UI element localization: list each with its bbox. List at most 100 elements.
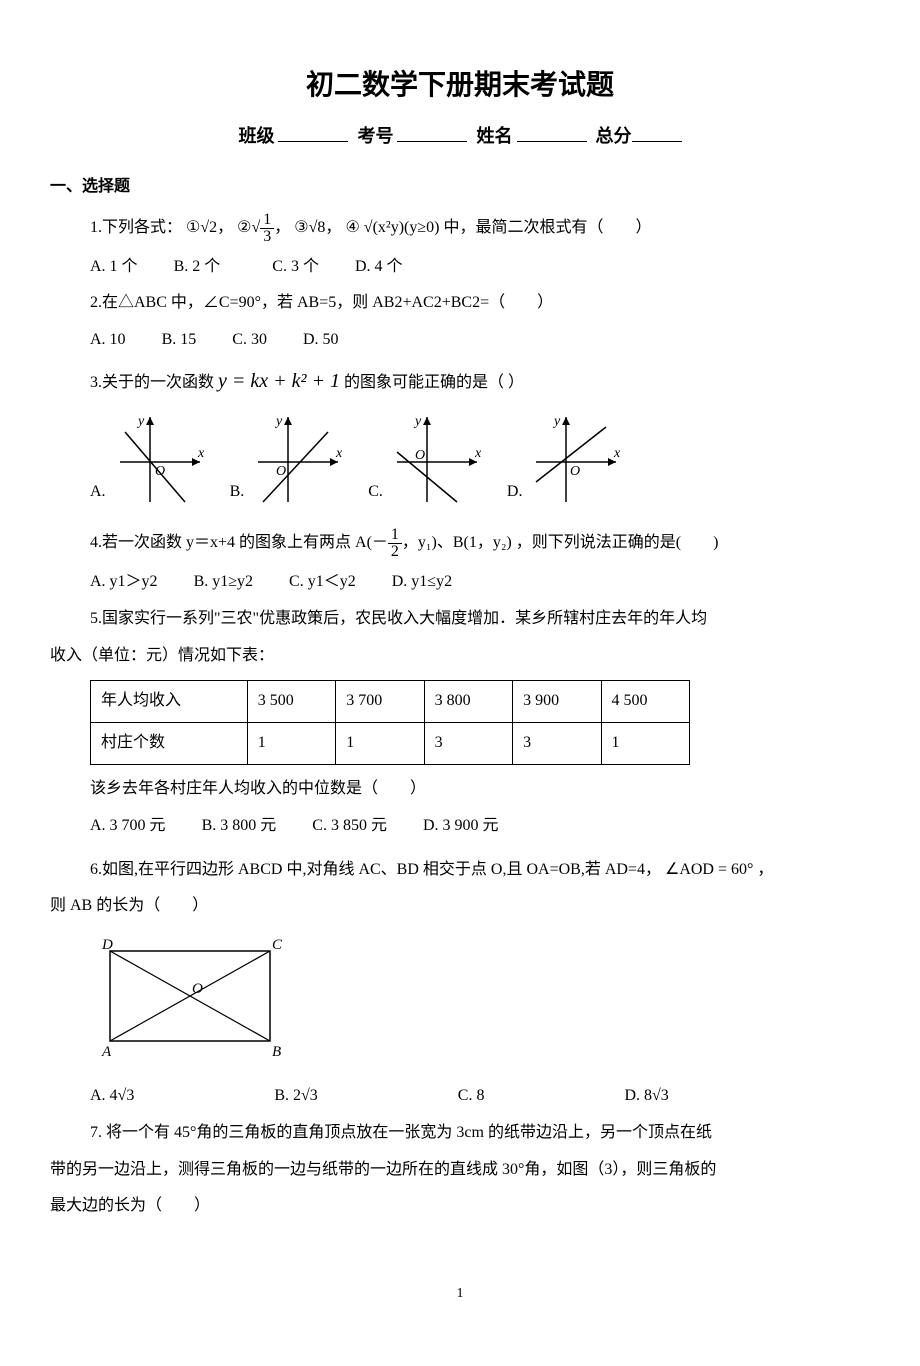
svg-text:x: x [613,446,621,461]
svg-text:y: y [136,414,145,429]
svg-text:O: O [192,981,203,997]
q5-optB: B. 3 800 元 [202,817,277,834]
q3-formula: y = kx + k² + 1 [218,370,340,392]
svg-text:O: O [570,464,580,479]
q4-options: A. y1＞y2 B. y1≥y2 C. y1＜y2 D. y1≤y2 [90,568,870,597]
q2-optC: C. 30 [232,331,267,348]
q5-optA: A. 3 700 元 [90,817,166,834]
name-label: 姓名 [477,126,513,146]
examno-blank[interactable] [397,123,467,142]
svg-text:C: C [272,937,283,953]
q5-options: A. 3 700 元 B. 3 800 元 C. 3 850 元 D. 3 90… [90,812,870,841]
q1-optA: A. 1 个 [90,258,138,275]
q5-row2-label: 村庄个数 [91,723,248,765]
q1-optD: D. 4 个 [355,258,403,275]
class-label: 班级 [238,126,274,146]
svg-text:y: y [552,414,561,429]
question-2: 2.在△ABC 中，∠C=90°，若 AB=5，则 AB2+AC2+BC2=（ … [90,289,870,318]
q5-r1c1: 3 500 [247,681,335,723]
q4-optD: D. y1≤y2 [392,573,452,590]
q6-optB: B. 2√3 [274,1082,317,1111]
svg-text:B: B [272,1044,281,1060]
total-label: 总分 [596,126,632,146]
q5-r2c2: 1 [336,723,424,765]
svg-text:O: O [415,448,425,463]
q6-optC: C. 8 [458,1082,485,1111]
q5-after: 该乡去年各村庄年人均收入的中位数是（ ） [90,775,870,804]
q4-suffix: ，则下列说法正确的是( ) [516,534,719,551]
q3-graph-A: A. x y O [90,407,210,507]
table-row: 年人均收入 3 500 3 700 3 800 3 900 4 500 [91,681,690,723]
name-blank[interactable] [517,123,587,142]
q3-suffix: 的图象可能正确的是（ ） [344,374,524,391]
q3-label-C: C. [368,478,383,507]
q1-expr2: ②√13， [237,219,290,236]
q5-r2c4: 3 [513,723,601,765]
q1-prefix: 1.下列各式： [90,219,182,236]
q1-optC: C. 3 个 [272,258,319,275]
q2-optB: B. 15 [162,331,197,348]
question-7-line2: 带的另一边沿上，测得三角板的一边与纸带的一边所在的直线成 30°角，如图（3），… [50,1156,870,1185]
svg-text:y: y [274,414,283,429]
q5-r1c4: 3 900 [513,681,601,723]
q3-label-B: B. [230,478,245,507]
q6-pre: 6.如图,在平行四边形 ABCD 中,对角线 AC、BD 相交于点 O,且 OA… [90,861,661,878]
question-1: 1.下列各式： ①√2， ②√13， ③√8， ④ √(x²y)(y≥0) 中，… [90,212,870,245]
q4-points: A(－12，y₁)、B(1，y₂) [355,534,516,551]
question-6-line1: 6.如图,在平行四边形 ABCD 中,对角线 AC、BD 相交于点 O,且 OA… [90,856,870,885]
q5-r2c5: 1 [601,723,690,765]
q4-optC: C. y1＜y2 [289,573,356,590]
svg-text:A: A [101,1044,112,1060]
q6-optA: A. 4√3 [90,1082,134,1111]
page-number: 1 [50,1281,870,1306]
section-heading: 一、选择题 [50,173,870,202]
graph-d-svg: x y O [526,407,626,507]
q4-optB: B. y1≥y2 [194,573,253,590]
q1-optB: B. 2 个 [174,258,221,275]
q3-graph-D: D. x y O [507,407,627,507]
question-5-line1: 5.国家实行一系列"三农"优惠政策后，农民收入大幅度增加．某乡所辖村庄去年的年人… [90,605,870,634]
table-row: 村庄个数 1 1 3 3 1 [91,723,690,765]
graph-a-svg: x y O [110,407,210,507]
graph-b-svg: x y O [248,407,348,507]
q5-optC: C. 3 850 元 [312,817,387,834]
q3-prefix: 3.关于的一次函数 [90,374,214,391]
svg-text:y: y [413,414,422,429]
q3-label-D: D. [507,478,523,507]
q6-suf: ， [757,861,773,878]
graph-c-svg: x y O [387,407,487,507]
q6-diagram: D C A B O [90,931,870,1072]
q6-optD: D. 8√3 [624,1082,668,1111]
total-blank[interactable] [632,123,682,142]
svg-text:D: D [101,937,113,953]
q6-angle: ∠AOD = 60° [665,861,753,878]
class-blank[interactable] [278,123,348,142]
q3-label-A: A. [90,478,106,507]
q4-optA: A. y1＞y2 [90,573,158,590]
q2-optD: D. 50 [303,331,339,348]
q3-graphs: A. x y O B. x y O C. [90,407,870,507]
question-3: 3.关于的一次函数 y = kx + k² + 1 的图象可能正确的是（ ） [90,363,870,399]
q5-r2c1: 1 [247,723,335,765]
examno-label: 考号 [357,126,393,146]
q5-row1-label: 年人均收入 [91,681,248,723]
q4-prefix: 4.若一次函数 y＝x+4 的图象上有两点 [90,534,351,551]
q2-options: A. 10 B. 15 C. 30 D. 50 [90,326,870,355]
q1-expr1: ①√2， [186,219,233,236]
svg-text:x: x [197,446,205,461]
page-title: 初二数学下册期末考试题 [50,60,870,110]
q5-r1c2: 3 700 [336,681,424,723]
question-5-line2: 收入（单位：元）情况如下表： [50,642,870,671]
q5-r1c3: 3 800 [424,681,512,723]
q5-r1c5: 4 500 [601,681,690,723]
q5-table: 年人均收入 3 500 3 700 3 800 3 900 4 500 村庄个数… [90,680,690,765]
q1-suffix: 中，最简二次根式有（ ） [443,219,651,236]
svg-text:O: O [276,464,286,479]
q5-optD: D. 3 900 元 [423,817,499,834]
q1-expr3: ③√8， [294,219,341,236]
rectangle-svg: D C A B O [90,931,290,1061]
question-4: 4.若一次函数 y＝x+4 的图象上有两点 A(－12，y₁)、B(1，y₂) … [90,527,870,560]
form-header: 班级 考号 姓名 总分 [50,120,870,152]
question-7-line3: 最大边的长为（ ） [50,1192,870,1221]
q3-graph-B: B. x y O [230,407,349,507]
